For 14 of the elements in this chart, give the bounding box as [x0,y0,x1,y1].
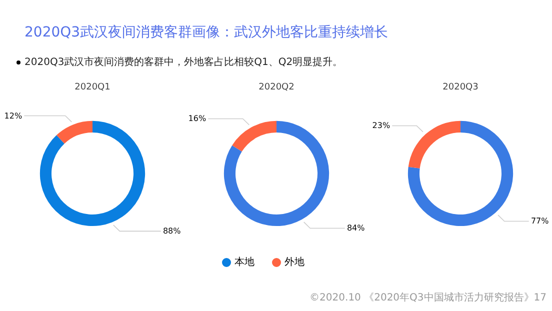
data-label: 12% [4,111,22,120]
chart-title: 2020Q2 [258,82,294,92]
data-label: 84% [346,224,366,233]
data-label: 23% [372,121,390,130]
chart-title: 2020Q1 [74,82,110,92]
data-label: 16% [188,114,206,124]
text: 2020Q3武汉市夜间消费的客群中，外地客占比相较Q1、Q2明显提升。 [24,56,343,68]
data-label: 77% [530,216,550,226]
text: 2020Q3武汉夜间消费客群画像：武汉外地客比重持续增长 [24,24,388,40]
text: ©2020.10 《2020年Q3中国城市活力研究报告》17 [310,292,547,304]
legend-label: 外地 [284,256,304,268]
data-label: 88% [162,226,182,236]
chart-title: 2020Q3 [442,82,478,92]
legend-label: 本地 [234,256,254,268]
